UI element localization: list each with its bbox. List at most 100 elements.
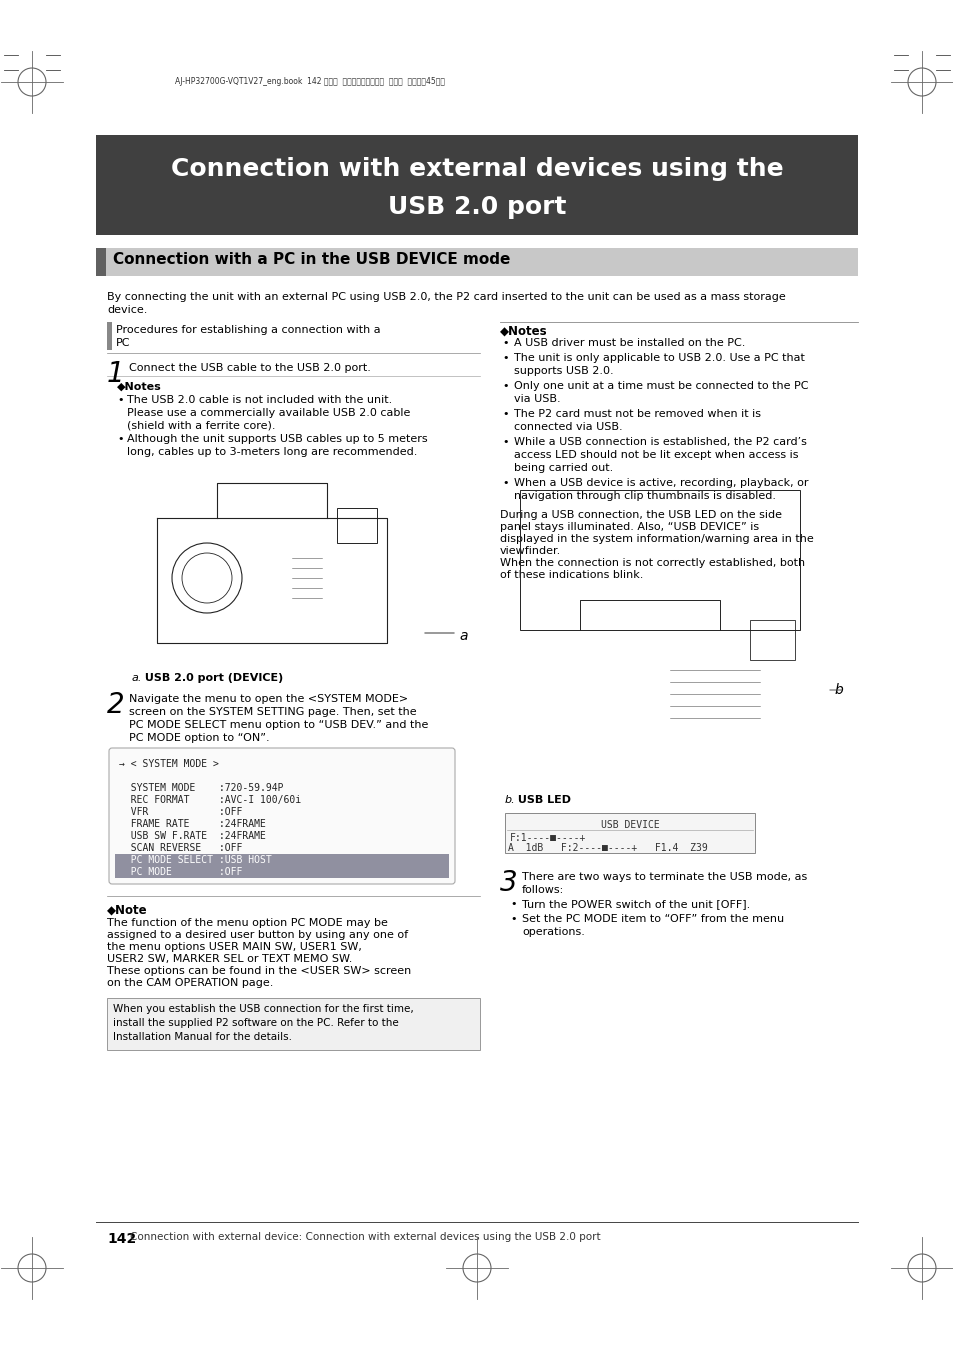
Text: the menu options USER MAIN SW, USER1 SW,: the menu options USER MAIN SW, USER1 SW, <box>107 942 361 952</box>
Text: Connect the USB cable to the USB 2.0 port.: Connect the USB cable to the USB 2.0 por… <box>129 363 371 373</box>
Text: Although the unit supports USB cables up to 5 meters: Although the unit supports USB cables up… <box>127 434 427 444</box>
Text: of these indications blink.: of these indications blink. <box>499 570 642 580</box>
Text: install the supplied P2 software on the PC. Refer to the: install the supplied P2 software on the … <box>112 1019 398 1028</box>
Bar <box>115 854 449 866</box>
Bar <box>336 508 376 543</box>
Text: A  1dB   F:2----■----+   F1.4  Z39: A 1dB F:2----■----+ F1.4 Z39 <box>507 843 707 852</box>
Text: PC MODE        :OFF: PC MODE :OFF <box>119 867 242 877</box>
Text: •: • <box>501 436 508 447</box>
Text: VFR            :OFF: VFR :OFF <box>119 807 242 817</box>
Bar <box>127 467 427 663</box>
Text: Connection with external devices using the: Connection with external devices using t… <box>171 157 782 181</box>
Text: navigation through clip thumbnails is disabled.: navigation through clip thumbnails is di… <box>514 490 775 501</box>
Text: supports USB 2.0.: supports USB 2.0. <box>514 366 613 376</box>
Text: •: • <box>501 381 508 390</box>
Text: A USB driver must be installed on the PC.: A USB driver must be installed on the PC… <box>514 338 744 349</box>
FancyBboxPatch shape <box>109 748 455 884</box>
Bar <box>96 249 857 276</box>
Text: Connection with a PC in the USB DEVICE mode: Connection with a PC in the USB DEVICE m… <box>112 253 510 267</box>
Bar <box>519 490 800 630</box>
Bar <box>96 249 106 276</box>
Text: follows:: follows: <box>521 885 563 894</box>
Text: USB DEVICE: USB DEVICE <box>600 820 659 830</box>
Text: These options can be found in the <USER SW> screen: These options can be found in the <USER … <box>107 966 411 975</box>
Text: (shield with a ferrite core).: (shield with a ferrite core). <box>127 422 275 431</box>
Bar <box>96 135 857 235</box>
Text: connected via USB.: connected via USB. <box>514 422 622 432</box>
Text: b: b <box>834 684 842 697</box>
Text: While a USB connection is established, the P2 card’s: While a USB connection is established, t… <box>514 436 806 447</box>
Text: When you establish the USB connection for the first time,: When you establish the USB connection fo… <box>112 1004 414 1015</box>
Bar <box>504 813 754 852</box>
Text: Set the PC MODE item to “OFF” from the menu: Set the PC MODE item to “OFF” from the m… <box>521 915 783 924</box>
Text: •: • <box>501 478 508 488</box>
Text: SYSTEM MODE    :720-59.94P: SYSTEM MODE :720-59.94P <box>119 784 283 793</box>
Bar <box>499 590 829 790</box>
Text: •: • <box>501 409 508 419</box>
Text: USB 2.0 port (DEVICE): USB 2.0 port (DEVICE) <box>141 673 283 684</box>
Text: There are two ways to terminate the USB mode, as: There are two ways to terminate the USB … <box>521 871 806 882</box>
Text: The function of the menu option PC MODE may be: The function of the menu option PC MODE … <box>107 917 388 928</box>
Text: PC: PC <box>116 338 131 349</box>
Text: being carried out.: being carried out. <box>514 463 613 473</box>
Text: USB LED: USB LED <box>514 794 571 805</box>
Text: When the connection is not correctly established, both: When the connection is not correctly est… <box>499 558 804 567</box>
Text: a.: a. <box>132 673 142 684</box>
Text: viewfinder.: viewfinder. <box>499 546 560 557</box>
Text: USB 2.0 port: USB 2.0 port <box>387 195 566 219</box>
Text: 142: 142 <box>107 1232 136 1246</box>
Text: 1: 1 <box>107 359 125 388</box>
Text: AJ-HP32700G-VQT1V27_eng.book  142 ページ  ２００８年９月２日  火曜日  午後５時45３分: AJ-HP32700G-VQT1V27_eng.book 142 ページ ２００… <box>174 77 444 86</box>
Text: USB SW F.RATE  :24FRAME: USB SW F.RATE :24FRAME <box>119 831 266 842</box>
Text: When a USB device is active, recording, playback, or: When a USB device is active, recording, … <box>514 478 807 488</box>
Text: REC FORMAT     :AVC-I 100/60i: REC FORMAT :AVC-I 100/60i <box>119 794 301 805</box>
Text: •: • <box>117 394 123 405</box>
Text: •: • <box>510 915 516 924</box>
Text: Navigate the menu to open the <SYSTEM MODE>: Navigate the menu to open the <SYSTEM MO… <box>129 694 408 704</box>
Text: •: • <box>510 898 516 909</box>
Text: The USB 2.0 cable is not included with the unit.: The USB 2.0 cable is not included with t… <box>127 394 392 405</box>
Text: The unit is only applicable to USB 2.0. Use a PC that: The unit is only applicable to USB 2.0. … <box>514 353 804 363</box>
Bar <box>115 866 449 878</box>
Text: Please use a commercially available USB 2.0 cable: Please use a commercially available USB … <box>127 408 410 417</box>
Text: displayed in the system information/warning area in the: displayed in the system information/warn… <box>499 534 813 544</box>
Text: panel stays illuminated. Also, “USB DEVICE” is: panel stays illuminated. Also, “USB DEVI… <box>499 521 759 532</box>
Bar <box>107 322 112 350</box>
Text: assigned to a desired user button by using any one of: assigned to a desired user button by usi… <box>107 929 408 940</box>
Text: Only one unit at a time must be connected to the PC: Only one unit at a time must be connecte… <box>514 381 807 390</box>
Text: •: • <box>501 353 508 363</box>
Text: Installation Manual for the details.: Installation Manual for the details. <box>112 1032 292 1042</box>
Text: USER2 SW, MARKER SEL or TEXT MEMO SW.: USER2 SW, MARKER SEL or TEXT MEMO SW. <box>107 954 352 965</box>
Text: By connecting the unit with an external PC using USB 2.0, the P2 card inserted t: By connecting the unit with an external … <box>107 292 785 303</box>
Text: The P2 card must not be removed when it is: The P2 card must not be removed when it … <box>514 409 760 419</box>
Text: •: • <box>117 434 123 444</box>
Text: PC MODE option to “ON”.: PC MODE option to “ON”. <box>129 734 270 743</box>
Bar <box>107 998 479 1050</box>
Text: a: a <box>458 630 467 643</box>
Text: Procedures for establishing a connection with a: Procedures for establishing a connection… <box>116 326 380 335</box>
Text: Connection with external device: Connection with external devices using the USB : Connection with external device: Connect… <box>130 1232 600 1242</box>
Text: During a USB connection, the USB LED on the side: During a USB connection, the USB LED on … <box>499 509 781 520</box>
Text: screen on the SYSTEM SETTING page. Then, set the: screen on the SYSTEM SETTING page. Then,… <box>129 707 416 717</box>
Text: → < SYSTEM MODE >: → < SYSTEM MODE > <box>119 759 218 769</box>
Text: PC MODE SELECT menu option to “USB DEV.” and the: PC MODE SELECT menu option to “USB DEV.”… <box>129 720 428 730</box>
Text: ◆Notes: ◆Notes <box>117 382 162 392</box>
Text: ◆Notes: ◆Notes <box>499 326 547 338</box>
Text: on the CAM OPERATION page.: on the CAM OPERATION page. <box>107 978 274 988</box>
Bar <box>749 620 794 661</box>
Text: 2: 2 <box>107 690 125 719</box>
Text: long, cables up to 3-meters long are recommended.: long, cables up to 3-meters long are rec… <box>127 447 417 457</box>
Text: ◆Note: ◆Note <box>107 904 148 917</box>
Text: 3: 3 <box>499 869 517 897</box>
Text: SCAN REVERSE   :OFF: SCAN REVERSE :OFF <box>119 843 242 852</box>
Text: via USB.: via USB. <box>514 394 560 404</box>
Text: •: • <box>501 338 508 349</box>
Text: operations.: operations. <box>521 927 584 938</box>
Text: Turn the POWER switch of the unit [OFF].: Turn the POWER switch of the unit [OFF]. <box>521 898 749 909</box>
Text: device.: device. <box>107 305 147 315</box>
Text: FRAME RATE     :24FRAME: FRAME RATE :24FRAME <box>119 819 266 830</box>
Text: PC MODE SELECT :USB HOST: PC MODE SELECT :USB HOST <box>119 855 272 865</box>
Text: F:1----■----+: F:1----■----+ <box>510 834 586 843</box>
Text: b.: b. <box>504 794 515 805</box>
Text: access LED should not be lit except when access is: access LED should not be lit except when… <box>514 450 798 459</box>
